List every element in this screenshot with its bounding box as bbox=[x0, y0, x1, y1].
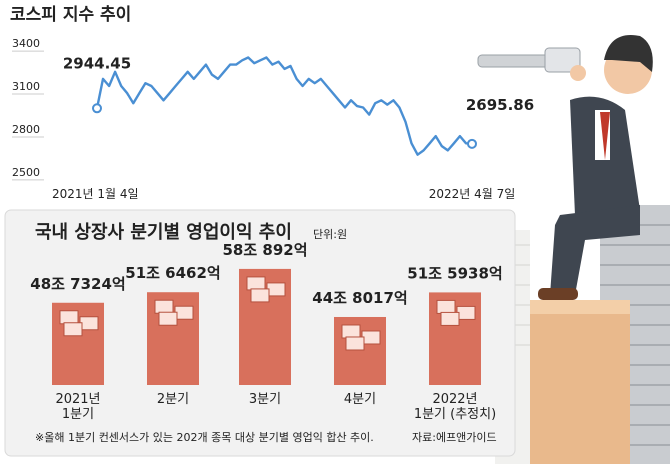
money-stack bbox=[59, 310, 79, 325]
x-tick-label: 4분기 bbox=[344, 392, 376, 407]
money-stack bbox=[361, 330, 381, 345]
kospi-line bbox=[95, 56, 473, 156]
y-tick-label: 2800 bbox=[12, 123, 40, 136]
x-tick-label: 2021년 1월 4일 bbox=[52, 187, 139, 201]
money-icon bbox=[341, 324, 381, 351]
value-label: 2944.45 bbox=[63, 54, 131, 72]
y-tick-label: 2500 bbox=[12, 166, 40, 179]
money-stack bbox=[63, 322, 83, 337]
money-stack bbox=[250, 288, 270, 303]
value-label: 44조 8017억 bbox=[312, 289, 407, 307]
money-stack bbox=[174, 305, 194, 320]
money-icon bbox=[59, 310, 99, 337]
money-icon bbox=[246, 276, 286, 303]
value-label: 2695.86 bbox=[466, 96, 534, 114]
chart-title: 국내 상장사 분기별 영업이익 추이 bbox=[35, 222, 292, 243]
y-tick-label: 3100 bbox=[12, 80, 40, 93]
value-label: 58조 892억 bbox=[222, 241, 307, 259]
money-stack bbox=[158, 311, 178, 326]
y-tick-label: 3400 bbox=[12, 37, 40, 50]
money-icon bbox=[154, 299, 194, 326]
footnote: ※올해 1분기 컨센서스가 있는 202개 종목 대상 분기별 영업익 합산 추… bbox=[35, 430, 374, 444]
money-stack bbox=[79, 316, 99, 331]
money-stack bbox=[266, 282, 286, 297]
value-label: 51조 5938억 bbox=[407, 264, 502, 282]
money-stack bbox=[436, 299, 456, 314]
x-tick-label: 2분기 bbox=[157, 392, 189, 407]
chart-title: 코스피 지수 추이 bbox=[10, 5, 131, 25]
x-tick-label: 2022년 4월 7일 bbox=[429, 187, 516, 201]
money-stack bbox=[246, 276, 266, 291]
x-tick-label: 2022년 1분기 (추정치) bbox=[414, 392, 496, 422]
value-label: 51조 6462억 bbox=[125, 264, 220, 282]
end-point bbox=[92, 103, 102, 114]
bar-chart: 국내 상장사 분기별 영업이익 추이 단위:원 ※올해 1분기 컨센서스가 있는… bbox=[30, 222, 502, 444]
source: 자료:에프앤가이드 bbox=[412, 431, 497, 444]
value-label: 48조 7324억 bbox=[30, 275, 125, 293]
x-tick-label: 2021년 1분기 bbox=[55, 392, 100, 422]
unit-label: 단위:원 bbox=[313, 228, 347, 241]
money-stack bbox=[440, 311, 460, 326]
line-chart: 코스피 지수 추이 2500 2800 3100 3400 2021년 1월 4일 202… bbox=[10, 5, 534, 201]
end-point bbox=[467, 138, 477, 149]
money-stack bbox=[341, 324, 361, 339]
x-tick-label: 3분기 bbox=[249, 392, 281, 407]
money-stack bbox=[345, 336, 365, 351]
money-stack bbox=[154, 299, 174, 314]
money-stack bbox=[456, 305, 476, 320]
money-icon bbox=[436, 299, 476, 326]
